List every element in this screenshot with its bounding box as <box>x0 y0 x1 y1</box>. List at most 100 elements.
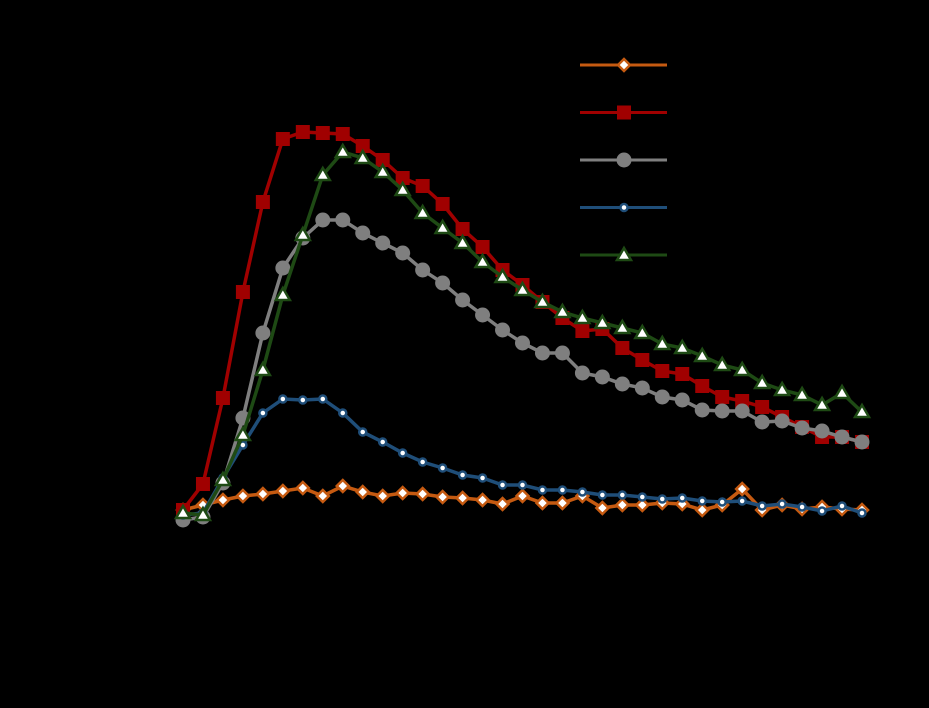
triangle-marker <box>213 470 233 487</box>
circle-marker <box>837 501 847 511</box>
circle-marker <box>617 490 628 500</box>
diamond-marker <box>616 57 632 73</box>
diamond-marker <box>694 502 711 518</box>
diamond-marker <box>454 490 471 506</box>
circle-marker <box>395 245 411 261</box>
square-marker <box>695 379 710 393</box>
triangle-marker <box>293 225 313 242</box>
triangle-marker <box>493 267 512 284</box>
triangle-marker <box>173 503 193 520</box>
circle-marker <box>534 345 550 361</box>
circle-marker <box>654 389 670 405</box>
square-marker <box>335 127 350 141</box>
circle-marker <box>375 235 391 251</box>
square-marker <box>715 390 730 404</box>
diamond-marker <box>474 492 491 508</box>
triangle-marker <box>832 383 852 400</box>
circle-marker <box>497 480 508 490</box>
triangle-marker <box>713 355 732 372</box>
triangle-marker <box>673 338 692 355</box>
square-marker <box>295 125 310 139</box>
triangle-marker <box>852 402 872 419</box>
square-marker <box>215 391 230 405</box>
triangle-marker <box>792 385 812 402</box>
circle-marker <box>777 499 787 509</box>
diamond-marker <box>514 488 531 504</box>
triangle-marker <box>353 148 372 165</box>
triangle-marker <box>333 142 352 159</box>
circle-marker <box>757 501 767 511</box>
square-marker <box>355 139 370 153</box>
square-marker <box>655 364 670 378</box>
triangle-marker <box>752 373 772 390</box>
square-marker <box>675 367 690 381</box>
circle-marker <box>616 152 632 168</box>
circle-marker <box>817 506 827 516</box>
triangle-marker <box>633 323 652 340</box>
diamond-marker <box>614 497 631 513</box>
triangle-marker <box>433 218 452 235</box>
square-marker <box>455 222 470 236</box>
circle-marker <box>657 494 668 504</box>
circle-marker <box>335 212 351 228</box>
diamond-marker <box>734 481 750 497</box>
triangle-marker <box>313 165 332 182</box>
triangle-marker <box>233 425 253 442</box>
circle-marker <box>857 508 867 518</box>
triangle-marker <box>553 302 572 319</box>
circle-marker <box>557 485 568 495</box>
circle-marker <box>377 437 388 447</box>
circle-marker <box>834 429 850 445</box>
circle-marker <box>594 369 610 385</box>
circle-marker <box>537 485 548 495</box>
square-marker <box>375 153 390 167</box>
diamond-marker <box>315 488 331 504</box>
circle-marker <box>554 345 570 361</box>
circle-marker <box>697 496 707 506</box>
diamond-marker <box>414 486 431 502</box>
circle-marker <box>619 202 629 213</box>
circle-marker <box>455 292 471 308</box>
circle-marker <box>355 225 371 241</box>
circle-marker <box>674 392 690 408</box>
circle-marker <box>577 487 588 497</box>
diamond-marker <box>494 496 511 512</box>
circle-marker <box>397 448 408 458</box>
circle-marker <box>517 480 528 490</box>
circle-marker <box>597 490 608 500</box>
diamond-marker <box>374 488 391 504</box>
circle-marker <box>258 408 268 418</box>
circle-marker <box>854 434 870 450</box>
circle-marker <box>357 427 368 437</box>
circle-marker <box>694 402 710 418</box>
triangle-marker <box>573 308 592 325</box>
circle-marker <box>275 260 291 276</box>
triangle-marker <box>772 380 792 397</box>
circle-marker <box>435 275 451 291</box>
circle-marker <box>717 497 727 507</box>
diamond-marker <box>255 486 271 502</box>
circle-marker <box>278 394 288 404</box>
circle-marker <box>417 457 428 467</box>
circle-marker <box>574 365 590 381</box>
square-marker <box>275 132 290 146</box>
triangle-marker <box>473 252 492 269</box>
circle-marker <box>797 502 807 512</box>
square-marker <box>475 240 490 254</box>
square-marker <box>255 195 270 209</box>
triangle-marker <box>613 318 632 335</box>
triangle-marker <box>253 360 273 377</box>
circle-marker <box>737 496 747 506</box>
square-marker <box>575 324 590 338</box>
triangle-marker <box>513 280 532 297</box>
circle-marker <box>338 408 348 418</box>
diamond-marker <box>394 485 411 501</box>
triangle-marker <box>533 292 552 309</box>
triangle-marker <box>653 334 672 351</box>
square-marker <box>435 197 450 211</box>
circle-marker <box>457 470 468 480</box>
circle-marker <box>477 473 488 483</box>
circle-marker <box>614 376 630 392</box>
